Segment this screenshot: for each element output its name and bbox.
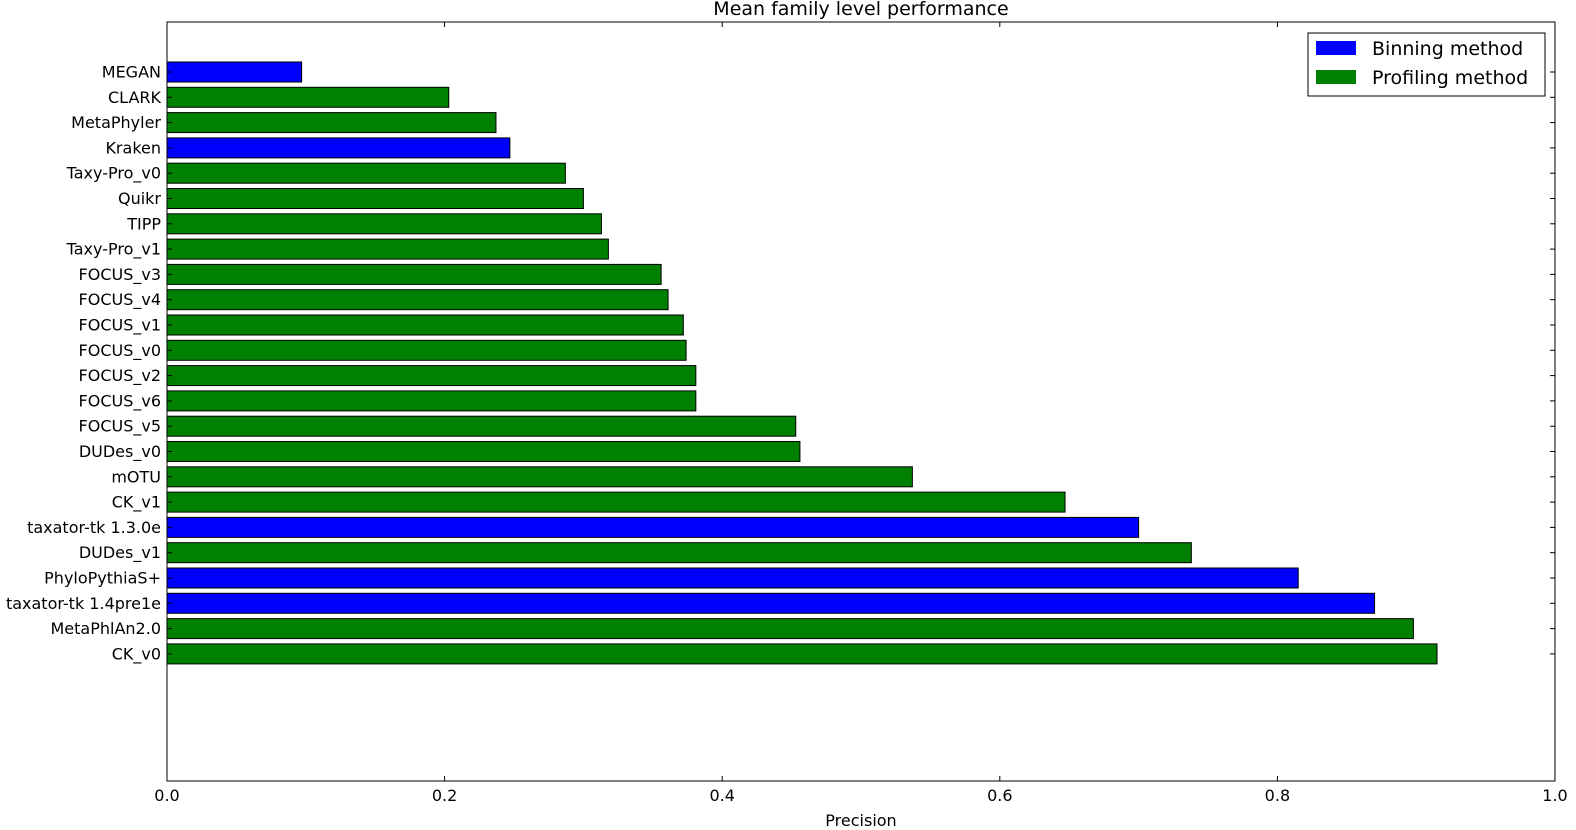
x-axis-label: Precision xyxy=(825,811,896,830)
x-tick-labels: 0.0 0.2 0.4 0.6 0.8 1.0 xyxy=(154,22,1568,805)
bar-kraken xyxy=(166,137,511,159)
x-tick-label: 0.4 xyxy=(709,786,734,805)
x-tick-label: 0.6 xyxy=(987,786,1012,805)
x-tick-label: 0.0 xyxy=(154,786,179,805)
y-tick-label: FOCUS_v5 xyxy=(79,417,161,437)
bar-megan xyxy=(166,61,303,83)
bar-taxy-pro-v0 xyxy=(166,162,566,184)
bar-focus-v4 xyxy=(166,289,669,311)
y-tick-label: FOCUS_v4 xyxy=(79,290,161,310)
bar-ck-v0 xyxy=(166,643,1438,665)
y-tick-label: taxator-tk 1.4pre1e xyxy=(6,594,161,613)
legend-swatch xyxy=(1316,70,1356,84)
y-tick-label: Taxy-Pro_v0 xyxy=(66,164,161,184)
bar-dudes-v0 xyxy=(166,441,801,462)
legend-label: Profiling method xyxy=(1372,67,1528,89)
y-tick-label: FOCUS_v0 xyxy=(79,341,161,361)
bar-taxator-tk-1-4pre1e xyxy=(166,592,1376,614)
y-tick-label: Quikr xyxy=(118,189,161,208)
plot-frame xyxy=(166,21,1556,782)
y-tick-label: CK_v0 xyxy=(112,644,161,664)
y-tick-label: DUDes_v0 xyxy=(79,442,161,462)
y-tick-label: FOCUS_v2 xyxy=(79,366,161,386)
y-tick-label: FOCUS_v1 xyxy=(79,316,161,336)
bar-focus-v2 xyxy=(166,365,697,387)
bar-focus-v1 xyxy=(166,314,684,336)
bar-clark xyxy=(166,86,450,108)
bar-focus-v0 xyxy=(166,339,687,361)
bar-taxator-tk-1-3-0e xyxy=(166,516,1140,538)
legend: Binning method Profiling method xyxy=(1307,32,1546,97)
bar-quikr xyxy=(166,188,584,209)
bar-tipp xyxy=(166,213,602,235)
y-tick-label: FOCUS_v3 xyxy=(79,265,161,285)
y-tick-labels: MEGAN CLARK MetaPhyler Kraken Taxy-Pro_v0 Qui… xyxy=(6,63,1555,664)
y-tick-label: PhyloPythiaS+ xyxy=(44,569,161,588)
y-tick-label: mOTU xyxy=(111,467,161,486)
bar-taxy-pro-v1 xyxy=(166,238,609,260)
bar-phylopythias- xyxy=(166,567,1299,589)
y-tick-label: CLARK xyxy=(108,88,162,107)
bar-dudes-v1 xyxy=(166,542,1192,564)
y-tick-label: taxator-tk 1.3.0e xyxy=(27,518,161,537)
chart-title: Mean family level performance xyxy=(713,0,1008,20)
bar-ck-v1 xyxy=(166,491,1066,513)
y-tick-label: FOCUS_v6 xyxy=(79,391,161,411)
y-tick-label: CK_v1 xyxy=(112,493,161,513)
y-tick-label: MetaPhyler xyxy=(71,113,161,132)
bar-focus-v3 xyxy=(166,263,662,285)
legend-label: Binning method xyxy=(1372,38,1523,60)
bar-motu xyxy=(166,466,913,488)
x-tick-label: 0.8 xyxy=(1265,786,1290,805)
bar-focus-v6 xyxy=(166,390,697,412)
x-tick-label: 1.0 xyxy=(1542,786,1567,805)
y-tick-label: MetaPhlAn2.0 xyxy=(51,619,162,638)
bar-metaphlan2-0 xyxy=(166,618,1414,640)
bar-focus-v5 xyxy=(166,415,797,437)
y-tick-label: TIPP xyxy=(126,214,161,233)
y-tick-label: Taxy-Pro_v1 xyxy=(66,240,161,260)
y-tick-label: MEGAN xyxy=(102,63,161,82)
y-tick-label: DUDes_v1 xyxy=(79,543,161,563)
bars-group xyxy=(166,61,1438,665)
bar-metaphyler xyxy=(166,112,497,134)
x-tick-label: 0.2 xyxy=(432,786,457,805)
legend-swatch xyxy=(1316,41,1356,55)
y-tick-label: Kraken xyxy=(105,138,161,157)
